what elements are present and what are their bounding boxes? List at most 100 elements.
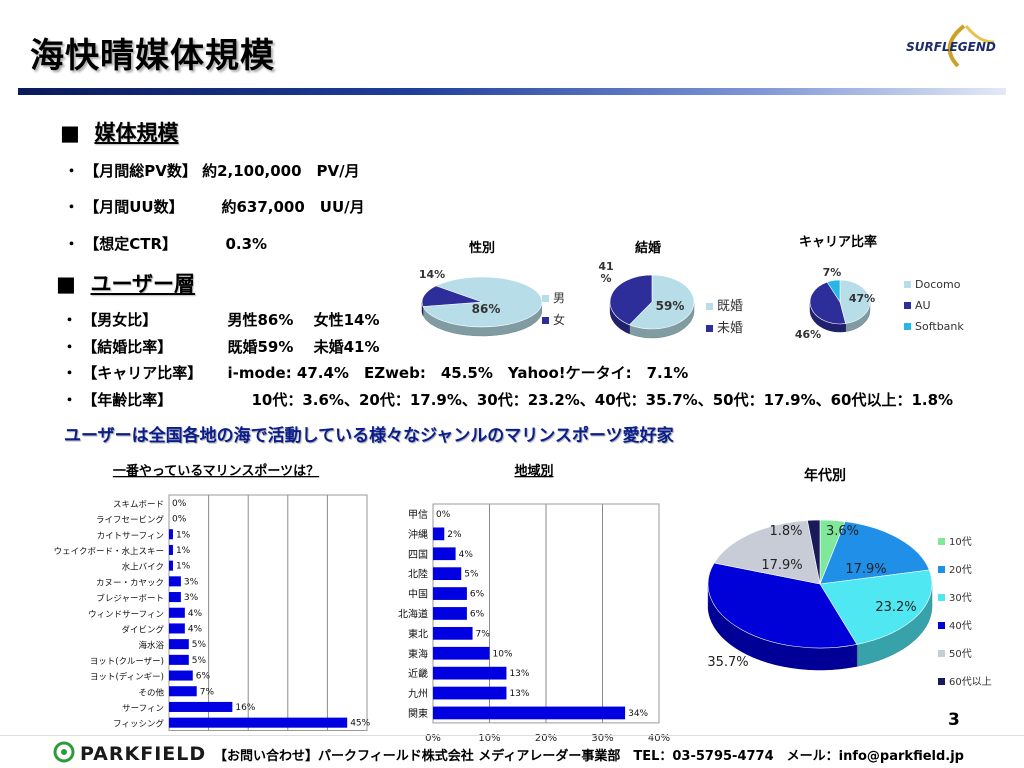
title-rule xyxy=(18,88,1006,95)
category-label: カイトサーフィン xyxy=(97,531,164,541)
chart-title: キャリア比率 xyxy=(799,234,877,250)
legend-label-2: 30代 xyxy=(949,592,972,604)
value-label: 0% xyxy=(172,515,187,525)
legend-label-0: 男 xyxy=(553,291,565,305)
category-label: ライフセービング xyxy=(96,515,165,526)
value-label: 1% xyxy=(176,562,191,572)
pie-slice-1 xyxy=(609,274,653,326)
legend-swatch xyxy=(938,622,945,629)
category-label: ダイビング xyxy=(121,624,164,635)
pie-slice-0 xyxy=(839,279,871,324)
pie-value-label: 17.9% xyxy=(761,558,802,573)
pie-slice-1 xyxy=(421,285,483,307)
user-value: i-mode: 47.4% EZweb: 45.5% Yahoo!ケータイ: 7… xyxy=(227,364,689,382)
media-item-ctr: ・ 【想定CTR】 0.3% xyxy=(64,233,267,254)
bar xyxy=(169,686,197,697)
value-label: 13% xyxy=(509,689,529,699)
chart-title: 性別 xyxy=(469,240,495,256)
user-value: 10代：3.6%、20代：17.9%、30代：23.2%、40代：35.7%、5… xyxy=(251,391,954,409)
legend-label-0: 既婚 xyxy=(717,299,743,314)
bar xyxy=(433,607,467,620)
media-value: 0.3% xyxy=(225,235,268,253)
category-label: 近畿 xyxy=(408,667,428,680)
legend-swatch xyxy=(904,323,911,330)
value-label: 45% xyxy=(350,719,370,729)
category-label: 関東 xyxy=(408,707,428,720)
legend-label-0: 10代 xyxy=(949,536,972,548)
bar xyxy=(433,686,507,700)
legend-label-0: Docomo xyxy=(915,278,961,291)
chart-title: 年代別 xyxy=(804,467,846,484)
category-label: フィッシング xyxy=(113,719,164,730)
parkfield-logo: PARKFIELD xyxy=(53,741,206,765)
value-label: 2% xyxy=(447,530,462,540)
category-label: サーフィン xyxy=(122,704,164,714)
media-item-pv: ・ 【月間総PV数】 約2,100,000 PV/月 xyxy=(64,160,360,181)
user-item-marriage: ・ 【結婚比率】 既婚59% 未婚41% xyxy=(62,336,380,357)
user-label: 【男女比】 xyxy=(82,311,158,329)
legend-swatch xyxy=(706,303,713,310)
category-label: 四国 xyxy=(408,549,428,561)
bar xyxy=(433,547,456,561)
surflegend-logo: SURFLEGEND xyxy=(906,24,996,68)
pie-value-label: 7% xyxy=(823,266,842,279)
value-label: 34% xyxy=(628,709,648,719)
legend-swatch xyxy=(904,281,911,288)
chart-carrier: キャリア比率 47% 46% 7% Docomo AU Softbank xyxy=(795,234,965,341)
legend-label-2: Softbank xyxy=(915,320,964,333)
legend-swatch xyxy=(938,650,945,657)
pie-value-label: 47% xyxy=(849,292,875,305)
bar xyxy=(169,654,189,665)
bar xyxy=(433,666,507,680)
legend-label-3: 40代 xyxy=(949,620,972,632)
media-value: 約2,100,000 PV/月 xyxy=(202,162,360,180)
bullet: ・ xyxy=(64,235,80,253)
value-label: 0% xyxy=(436,510,451,520)
x-tick-label: 10% xyxy=(478,733,500,744)
chart-marine-sports: 一番やっているマリンスポーツは？0%10%20%30%40%50%スキムボード0… xyxy=(54,463,371,731)
chart-region: 地域別 0% 10% 20% 30% 40% 甲信 0% 沖縄 2% 四国 4% 北陸 5% 中国 6% 北海道… xyxy=(398,463,670,744)
chart-age: 年代別 3.6% 17.9% 23.2% 35.7% 17.9% 1.8% 10代 20代 30代… xyxy=(707,467,992,688)
pie-value-label: 14% xyxy=(419,268,445,281)
section-user-layer: ■ ユーザー層 xyxy=(56,268,195,298)
category-label: 沖縄 xyxy=(408,528,428,541)
pie-value-label: 35.7% xyxy=(707,655,748,670)
x-tick-label: 0% xyxy=(425,733,441,744)
media-value: 約637,000 UU/月 xyxy=(221,198,365,216)
legend-label-4: 50代 xyxy=(949,648,972,660)
bar xyxy=(169,592,181,603)
bar xyxy=(169,670,193,681)
x-tick-label: 40% xyxy=(648,733,670,744)
category-label: 水上バイク xyxy=(122,562,164,573)
category-label: 北海道 xyxy=(398,607,428,620)
legend-swatch xyxy=(542,295,549,302)
bar xyxy=(169,576,181,587)
pie-slice-1 xyxy=(819,521,930,585)
parkfield-logo-text: PARKFIELD xyxy=(80,743,206,765)
value-label: 4% xyxy=(188,609,203,619)
page-title: 海快晴媒体規模 xyxy=(30,36,275,76)
bullet: ・ xyxy=(64,162,80,180)
bullet: ・ xyxy=(62,364,78,382)
bar xyxy=(433,567,462,581)
pie-value-label: 46% xyxy=(795,328,821,341)
value-label: 10% xyxy=(493,649,513,659)
bar xyxy=(169,623,185,634)
bar xyxy=(433,527,445,541)
media-label: 【月間UU数】 xyxy=(84,198,184,216)
value-label: 5% xyxy=(464,570,479,580)
user-value: 既婚59% 未婚41% xyxy=(227,338,380,356)
pie-value-label: 17.9% xyxy=(845,562,886,577)
category-label: 九州 xyxy=(408,688,428,700)
chart-title: 地域別 xyxy=(514,463,553,479)
legend-label-5: 60代以上 xyxy=(949,676,992,688)
pie-slice-0 xyxy=(422,276,543,328)
pie-value-label: 1.8% xyxy=(769,524,802,539)
value-label: 5% xyxy=(192,656,207,666)
category-label: ブレジャーボート xyxy=(96,593,164,604)
value-label: 7% xyxy=(476,629,491,639)
value-label: 3% xyxy=(184,593,199,603)
pie-value-label: 59% xyxy=(656,299,685,313)
value-label: 1% xyxy=(176,530,191,540)
surflegend-logo-text: SURFLEGEND xyxy=(906,40,996,54)
